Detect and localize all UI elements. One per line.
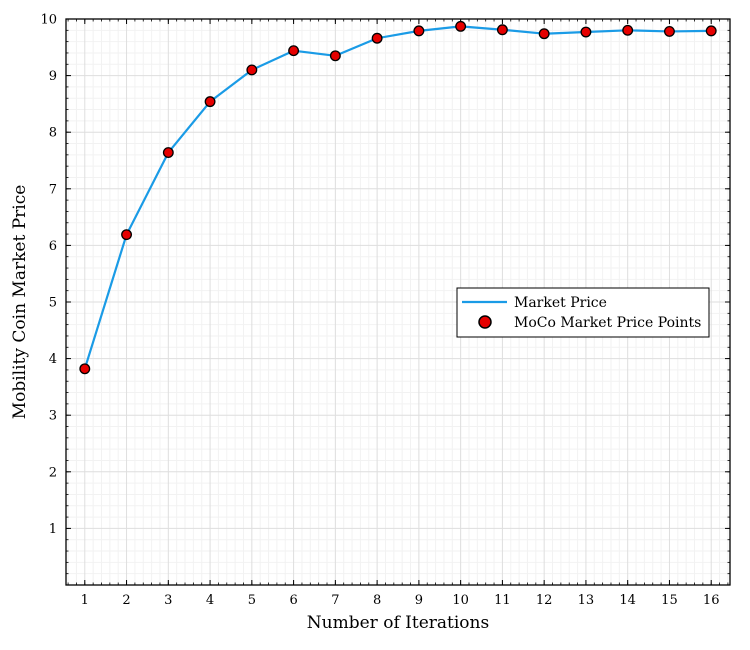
y-tick-label: 2	[49, 465, 57, 480]
data-point	[79, 363, 91, 375]
x-tick-label: 15	[661, 593, 678, 608]
y-tick-label: 1	[49, 522, 57, 537]
series-line-market-price	[83, 25, 712, 370]
y-axis-label: Mobility Coin Market Price	[10, 185, 30, 420]
data-point	[580, 26, 592, 38]
data-point	[705, 25, 717, 37]
grid	[66, 18, 730, 585]
x-tick-label: 8	[373, 593, 381, 608]
x-axis-label: Number of Iterations	[307, 613, 489, 633]
data-point	[246, 64, 258, 76]
y-tick-label: 6	[49, 239, 57, 254]
data-point	[288, 45, 300, 57]
data-point	[121, 229, 133, 241]
data-point	[329, 50, 341, 62]
y-tick-label: 8	[49, 126, 57, 141]
x-tick-label: 13	[578, 593, 595, 608]
legend: Market Price MoCo Market Price Points	[456, 287, 710, 338]
legend-marker-swatch	[478, 315, 492, 329]
data-point	[538, 28, 550, 40]
data-point	[496, 24, 508, 36]
data-point	[162, 147, 174, 159]
data-point	[371, 32, 383, 44]
data-point	[413, 25, 425, 37]
y-tick-label: 7	[49, 182, 57, 197]
y-tick-label: 5	[49, 296, 57, 311]
x-tick-label: 12	[536, 593, 553, 608]
x-tick-label: 1	[81, 593, 89, 608]
data-point	[663, 26, 675, 37]
x-tick-label: 10	[452, 593, 469, 608]
y-tick-label: 10	[40, 13, 57, 28]
x-tick-label: 11	[494, 593, 511, 608]
x-tick-label: 3	[164, 593, 172, 608]
x-tick-label: 6	[289, 593, 297, 608]
x-tick-label: 9	[415, 593, 423, 608]
legend-label-market-price: Market Price	[514, 295, 607, 311]
x-tick-label: 16	[703, 593, 720, 608]
x-tick-label: 7	[331, 593, 339, 608]
x-tick-label: 14	[619, 593, 636, 608]
data-point	[455, 20, 467, 32]
y-tick-label: 9	[49, 69, 57, 84]
x-tick-label: 5	[248, 593, 256, 608]
legend-label-moco-points: MoCo Market Price Points	[514, 315, 701, 331]
data-point	[204, 96, 216, 108]
y-tick-label: 3	[49, 409, 57, 424]
x-tick-label: 2	[122, 593, 130, 608]
x-tick-label: 4	[206, 593, 214, 608]
legend-box	[456, 287, 710, 338]
data-point	[622, 24, 634, 36]
y-tick-label: 4	[49, 352, 57, 367]
data-series	[79, 20, 717, 375]
